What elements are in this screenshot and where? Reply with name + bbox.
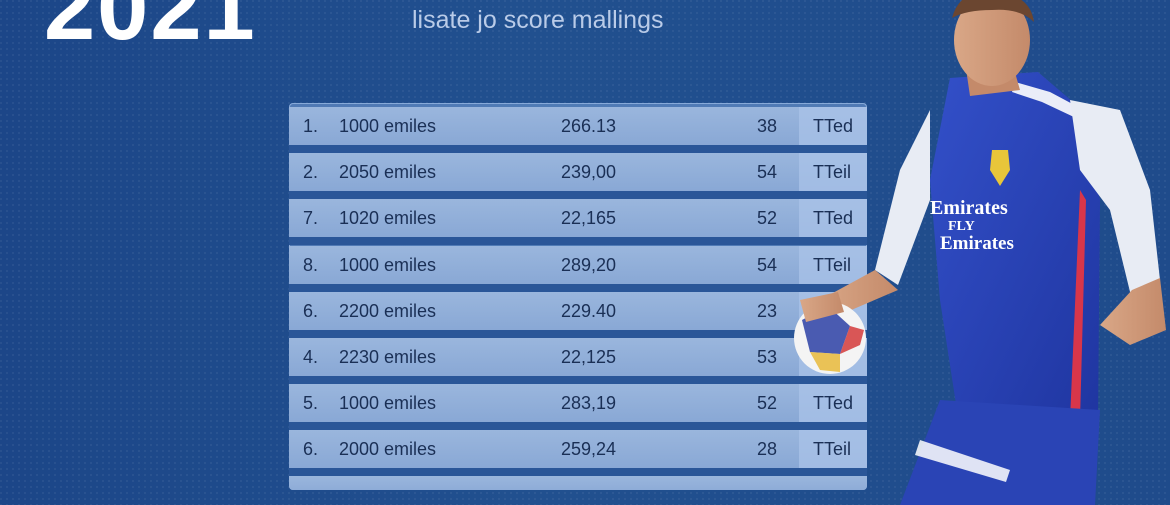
table-row: 8. 1000 emiles 289,20 54 TTeil — [289, 246, 867, 292]
jersey — [930, 72, 1100, 430]
rank-cell: 6. — [303, 301, 319, 321]
label-cell-bg — [799, 384, 867, 422]
number-cell: 53 — [757, 347, 778, 367]
label-cell-bg — [799, 199, 867, 237]
number-cell: 28 — [757, 439, 778, 459]
crest-icon — [990, 150, 1010, 186]
rank-cell: 6. — [303, 439, 319, 459]
right-sleeve — [1070, 100, 1160, 300]
label-cell: TTeil — [813, 439, 852, 459]
label-cell-bg — [799, 107, 867, 145]
score-cell: 22,165 — [561, 208, 617, 228]
head — [954, 0, 1030, 86]
headline-year: 2021 — [44, 0, 257, 59]
table-row-partial — [289, 476, 867, 490]
number-cell: 52 — [757, 208, 778, 228]
rank-cell: 2. — [303, 162, 319, 182]
label-cell: TTeil — [813, 162, 852, 182]
label-cell: TTed — [813, 393, 854, 413]
shorts — [900, 400, 1100, 505]
score-cell: 229.40 — [561, 301, 617, 321]
label-cell-bg — [799, 246, 867, 284]
left-hand — [800, 292, 844, 322]
distance-cell: 1000 emiles — [339, 393, 437, 413]
distance-cell: 1000 emiles — [339, 116, 437, 136]
distance-cell: 1000 emiles — [339, 255, 437, 275]
score-cell: 266.13 — [561, 116, 617, 136]
rank-cell: 8. — [303, 255, 319, 275]
number-cell: 23 — [757, 301, 778, 321]
table-row: 5. 1000 emiles 283,19 52 TTed — [289, 384, 867, 430]
distance-cell: 2230 emiles — [339, 347, 437, 367]
right-forearm — [1100, 278, 1166, 345]
left-sleeve — [875, 110, 930, 285]
football-player-image: Emirates FLY Emirates — [794, 0, 1166, 505]
number-cell: 54 — [757, 255, 778, 275]
distance-cell: 2000 emiles — [339, 439, 437, 459]
table-row: 7. 1020 emiles 22,165 52 TTed — [289, 199, 867, 245]
label-cell: TTed — [813, 208, 854, 228]
sponsor-text-1: Emirates — [930, 197, 1008, 219]
score-cell: 239,00 — [561, 162, 617, 182]
sponsor-text-3: Emirates — [940, 233, 1014, 254]
shoulder-stripe — [1012, 82, 1080, 118]
rank-cell: 4. — [303, 347, 319, 367]
score-cell: 22,125 — [561, 347, 617, 367]
ball-panel — [810, 352, 840, 372]
table-row: 6. 2000 emiles 259,24 28 TTeil — [289, 430, 867, 476]
label-cell: TTeil — [813, 255, 852, 275]
distance-cell: 2050 emiles — [339, 162, 437, 182]
score-cell: 289,20 — [561, 255, 617, 275]
distance-cell: 1020 emiles — [339, 208, 437, 228]
rank-cell: 5. — [303, 393, 319, 413]
subtitle: lisate jo score mallings — [412, 6, 664, 34]
distance-cell: 2200 emiles — [339, 301, 437, 321]
label-cell: TTed — [813, 116, 854, 136]
rank-cell: 1. — [303, 116, 319, 136]
score-cell: 259,24 — [561, 439, 617, 459]
hair — [952, 0, 1034, 22]
ball-panel — [840, 326, 864, 354]
label-cell-bg — [799, 153, 867, 191]
number-cell: 52 — [757, 393, 778, 413]
score-table: 1. 1000 emiles 266.13 38 TTed 2. 2050 em… — [289, 103, 867, 490]
rank-cell: 7. — [303, 208, 319, 228]
jersey-stripe — [1070, 190, 1086, 420]
sponsor-text-2: FLY — [948, 219, 975, 234]
shorts-stripe — [915, 440, 1010, 482]
score-cell: 283,19 — [561, 393, 617, 413]
table-row: 1. 1000 emiles 266.13 38 TTed — [289, 107, 867, 153]
number-cell: 38 — [757, 116, 778, 136]
table-row: 2. 2050 emiles 239,00 54 TTeil — [289, 153, 867, 199]
label-cell-bg — [799, 430, 867, 468]
number-cell: 54 — [757, 162, 778, 182]
